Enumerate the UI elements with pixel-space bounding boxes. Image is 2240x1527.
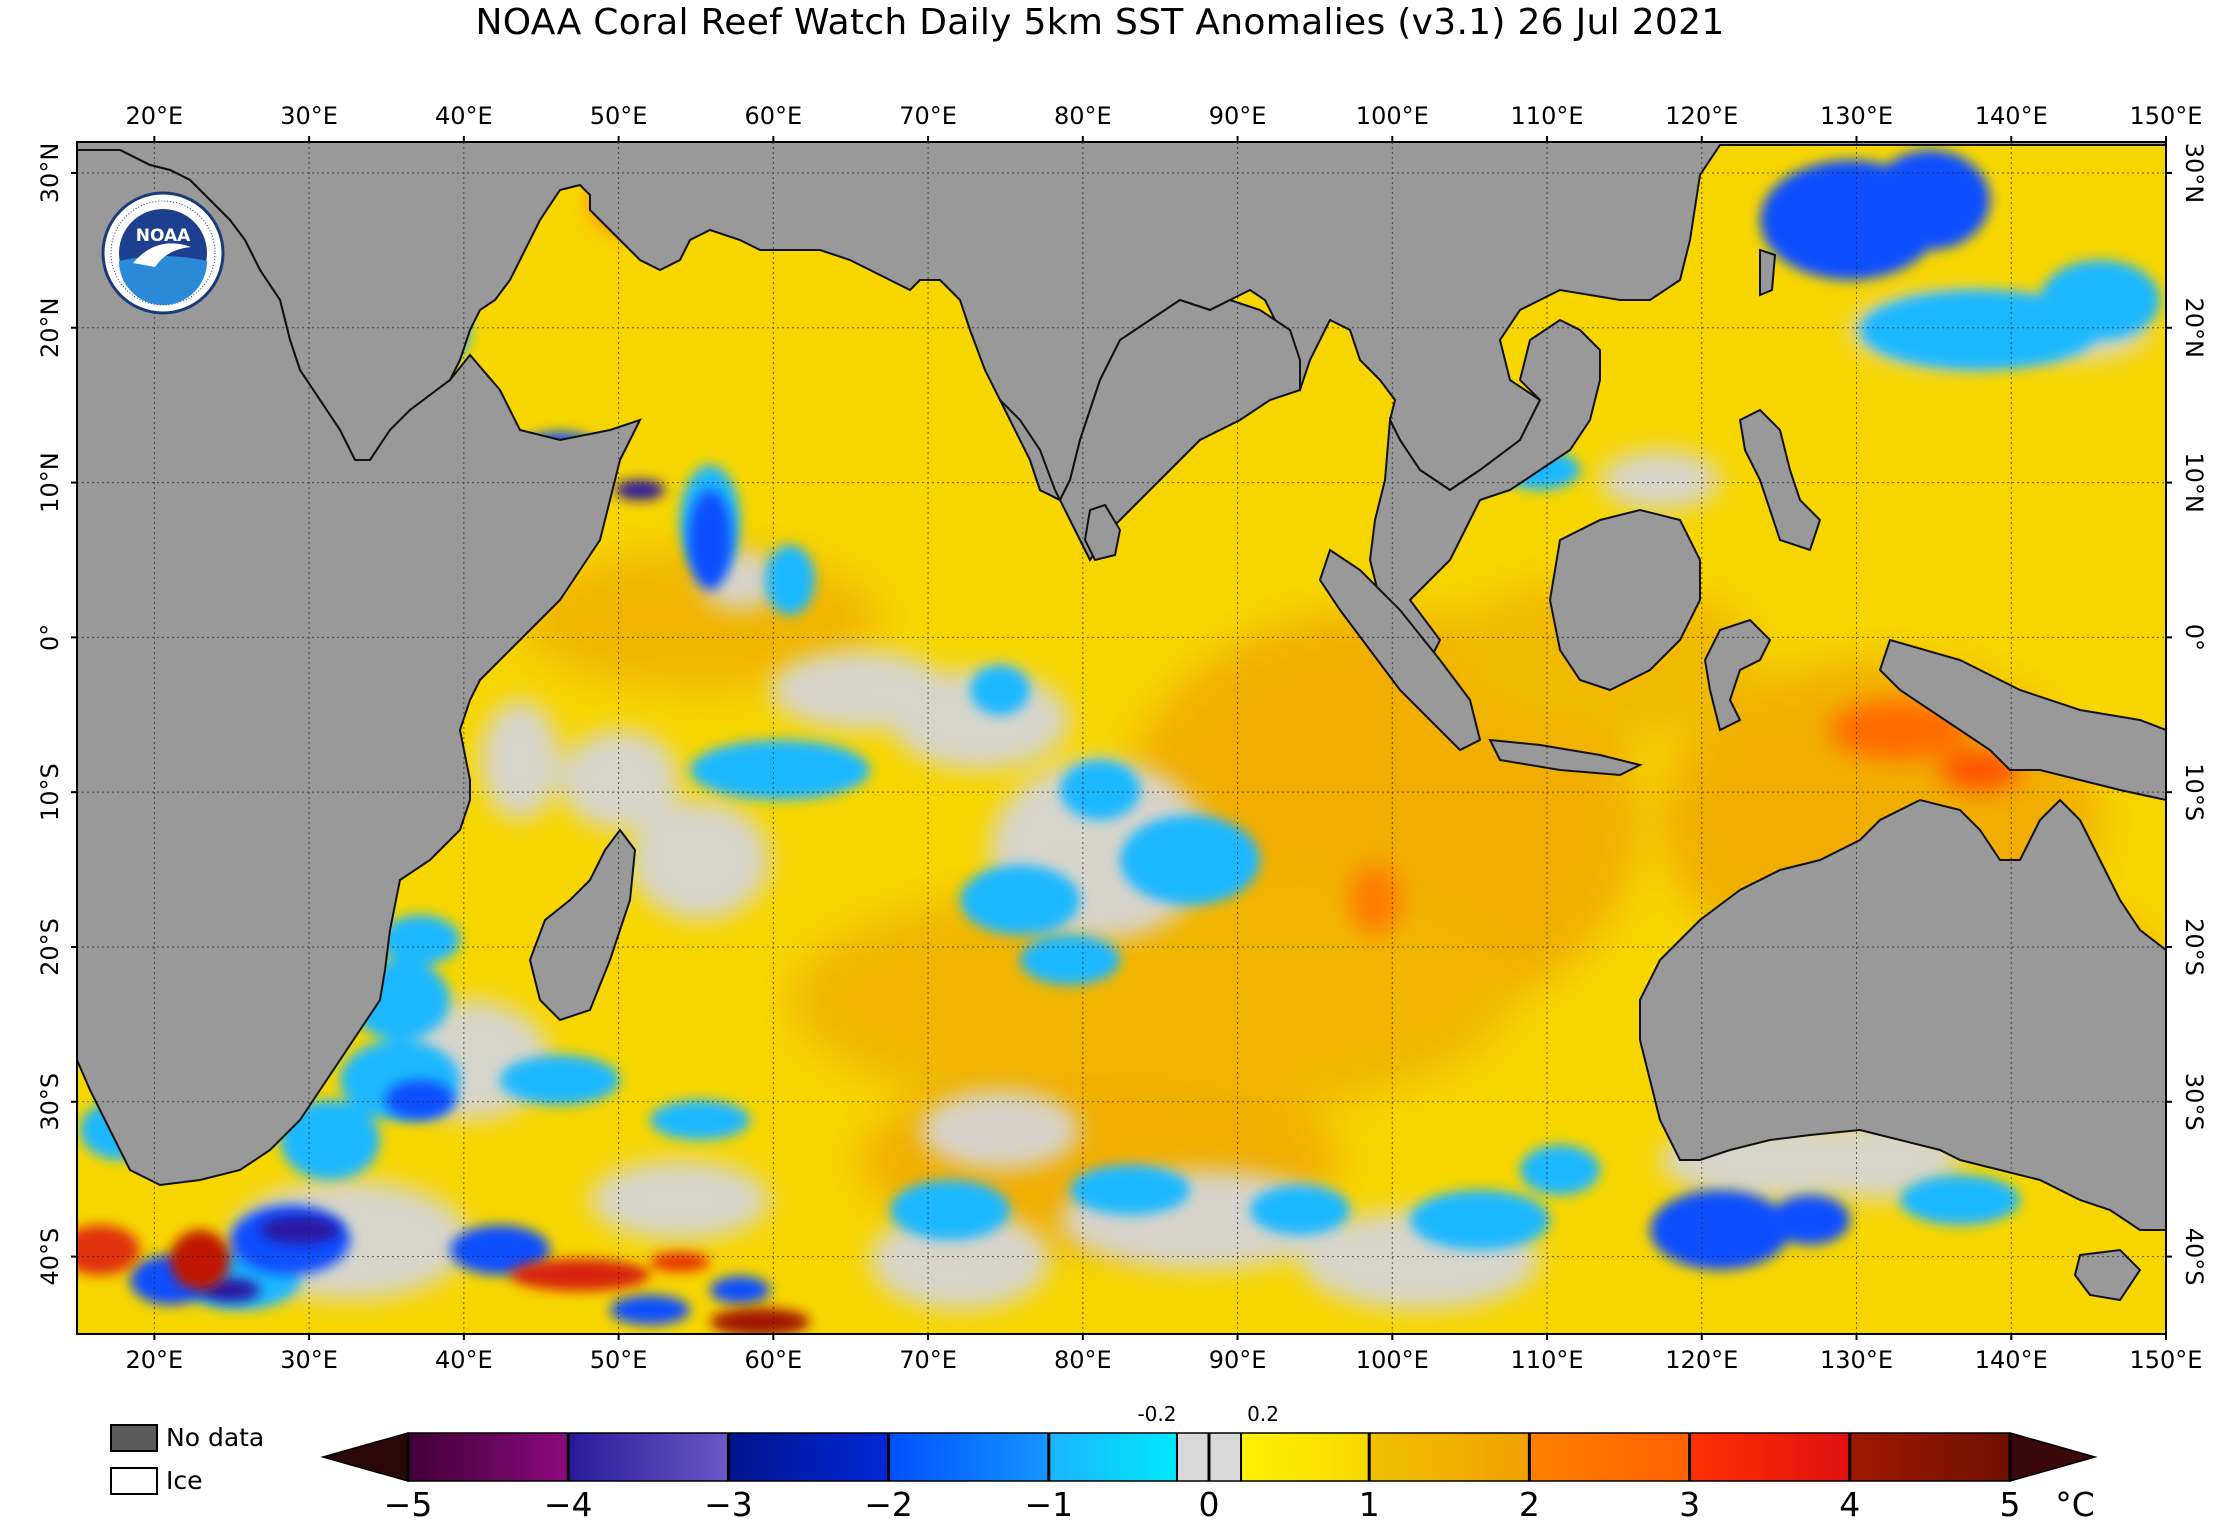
lon-tick-label-top: 130°E bbox=[1820, 102, 1893, 130]
legend-ice: Ice bbox=[110, 1466, 203, 1495]
cool-anomaly-regions bbox=[80, 260, 2160, 1310]
sri-lanka-island bbox=[1083, 503, 1122, 562]
latitude-ticks-right: 30°N 20°N 10°N 0° 10°S 20°S 30°S 40°S bbox=[2166, 143, 2208, 1286]
noaa-logo: NOAA bbox=[101, 191, 225, 315]
lat-tick-label-left: 30°S bbox=[36, 1073, 64, 1131]
lon-tick-label-top: 110°E bbox=[1511, 102, 1584, 130]
lat-tick-label-right: 0° bbox=[2180, 624, 2208, 651]
lon-tick-label-bottom: 140°E bbox=[1975, 1346, 2048, 1374]
extreme-warm-spots bbox=[77, 1225, 810, 1334]
map-title: NOAA Coral Reef Watch Daily 5km SST Anom… bbox=[475, 2, 1725, 43]
lon-tick-label-top: 100°E bbox=[1356, 102, 1429, 130]
lon-tick-label-bottom: 50°E bbox=[590, 1346, 648, 1374]
legend-ice-swatch bbox=[110, 1466, 158, 1495]
landmasses bbox=[77, 142, 2166, 1302]
longitude-ticks-bottom: 20°E 30°E 40°E 50°E 60°E 70°E 80°E 90°E 100°E 110… bbox=[126, 1334, 2203, 1374]
tasmania-island bbox=[2073, 1248, 2142, 1302]
legend-no-data-swatch bbox=[110, 1423, 158, 1452]
lon-tick-label-bottom: 30°E bbox=[280, 1346, 338, 1374]
noaa-logo-text: NOAA bbox=[136, 226, 191, 246]
lon-tick-label-bottom: 60°E bbox=[744, 1346, 802, 1374]
india-land bbox=[999, 298, 1301, 562]
lat-tick-label-left: 20°N bbox=[36, 298, 64, 359]
lat-tick-label-right: 10°S bbox=[2180, 763, 2208, 821]
lon-tick-label-top: 30°E bbox=[280, 102, 338, 130]
lon-tick-label-top: 90°E bbox=[1209, 102, 1267, 130]
lat-tick-label-right: 30°N bbox=[2180, 143, 2208, 204]
lon-tick-label-top: 50°E bbox=[590, 102, 648, 130]
legend-ice-label: Ice bbox=[166, 1466, 203, 1495]
longitude-ticks-top: 20°E 30°E 40°E 50°E 60°E 70°E 80°E 90°E 100°E 110… bbox=[126, 102, 2203, 142]
lat-tick-label-right: 30°S bbox=[2180, 1073, 2208, 1131]
australia-land bbox=[1639, 798, 2166, 1231]
lat-tick-label-right: 10°N bbox=[2180, 452, 2208, 512]
sulawesi-island bbox=[1703, 618, 1772, 732]
lon-tick-label-bottom: 90°E bbox=[1209, 1346, 1267, 1374]
legend-no-data-label: No data bbox=[166, 1423, 265, 1452]
sumatra-island bbox=[1318, 548, 1482, 752]
madagascar-island bbox=[528, 828, 637, 1022]
lon-tick-label-top: 20°E bbox=[126, 102, 184, 130]
borneo-island bbox=[1548, 508, 1701, 692]
lon-tick-label-bottom: 100°E bbox=[1356, 1346, 1429, 1374]
lat-tick-label-left: 10°N bbox=[36, 452, 64, 512]
lon-tick-label-top: 140°E bbox=[1975, 102, 2048, 130]
philippines-islands bbox=[1738, 408, 1822, 552]
lon-tick-label-top: 150°E bbox=[2130, 102, 2203, 130]
lat-tick-label-right: 40°S bbox=[2180, 1228, 2208, 1286]
new-guinea-island bbox=[1878, 638, 2166, 802]
latitude-ticks-left: 30°N 20°N 10°N 0° 10°S 20°S 30°S 40°S bbox=[36, 143, 77, 1286]
lon-tick-label-bottom: 40°E bbox=[435, 1346, 493, 1374]
lon-tick-label-top: 70°E bbox=[899, 102, 957, 130]
map-area bbox=[77, 142, 2166, 1334]
lon-tick-label-bottom: 80°E bbox=[1054, 1346, 1112, 1374]
lon-tick-label-bottom: 120°E bbox=[1665, 1346, 1738, 1374]
java-island bbox=[1488, 738, 1643, 777]
lon-tick-label-bottom: 70°E bbox=[899, 1346, 957, 1374]
lat-tick-label-left: 10°S bbox=[36, 763, 64, 821]
lat-tick-label-left: 40°S bbox=[36, 1228, 64, 1286]
lon-tick-label-top: 60°E bbox=[744, 102, 802, 130]
lon-tick-label-top: 80°E bbox=[1054, 102, 1112, 130]
cold-anomaly-regions bbox=[130, 150, 1990, 1325]
lat-tick-label-left: 30°N bbox=[36, 143, 64, 204]
lat-tick-label-left: 0° bbox=[36, 624, 64, 651]
legend-no-data: No data bbox=[110, 1423, 264, 1452]
map-frame bbox=[76, 141, 2167, 1335]
taiwan-island bbox=[1759, 248, 1777, 297]
lon-tick-label-top: 120°E bbox=[1665, 102, 1738, 130]
lon-tick-label-bottom: 150°E bbox=[2130, 1346, 2203, 1374]
africa-land bbox=[77, 149, 642, 1187]
lat-tick-label-left: 20°S bbox=[36, 918, 64, 976]
lon-tick-label-top: 40°E bbox=[435, 102, 493, 130]
lon-tick-label-bottom: 110°E bbox=[1511, 1346, 1584, 1374]
lon-tick-label-bottom: 130°E bbox=[1820, 1346, 1893, 1374]
lat-tick-label-right: 20°S bbox=[2180, 918, 2208, 976]
lon-tick-label-bottom: 20°E bbox=[126, 1346, 184, 1374]
lat-tick-label-right: 20°N bbox=[2180, 298, 2208, 359]
graticule-lines bbox=[77, 142, 2166, 1334]
